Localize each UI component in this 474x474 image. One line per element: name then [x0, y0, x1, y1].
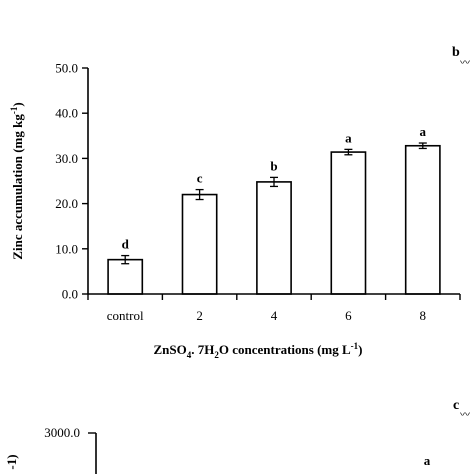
panel-b-label: b: [452, 45, 460, 60]
significance-letter: a: [345, 130, 352, 145]
x-tick-label: control: [107, 308, 144, 323]
bar: [256, 181, 292, 295]
panel-c-chart: c 〰 3000.0 -1) a: [4, 398, 470, 474]
x-axis-ticks: control 2 4 6 8: [87, 294, 461, 323]
panel-c-underline-mark: 〰: [460, 410, 470, 421]
significance-letter: c: [197, 171, 203, 186]
y-tick-label: 40.0: [55, 106, 78, 121]
panel-b-chart: b 〰 0.0 10.0 20.0 30.0 40.0 50.0 d c b a a contro…: [9, 45, 470, 360]
bar: [181, 193, 218, 295]
panel-b-underline-mark: 〰: [460, 58, 470, 69]
y-tick-label: 0.0: [62, 287, 78, 302]
bar: [330, 151, 367, 295]
y-axis-ticks: 0.0 10.0 20.0 30.0 40.0 50.0: [55, 61, 88, 302]
bar: [404, 144, 441, 295]
y-tick-label: 30.0: [55, 151, 78, 166]
x-tick-label: 8: [420, 308, 427, 323]
y-axis-label: Zinc accumulation (mg kg-1): [9, 102, 25, 259]
x-tick-label: 6: [345, 308, 352, 323]
y-tick-label: 20.0: [55, 196, 78, 211]
y-tick-label: 10.0: [55, 241, 78, 256]
panel-c-label: c: [453, 398, 459, 413]
bars: d c b a a: [107, 124, 441, 295]
bar: [107, 258, 144, 295]
panel-c-ytick-label: 3000.0: [44, 425, 80, 440]
significance-letter: b: [270, 158, 277, 173]
significance-letter: d: [122, 237, 130, 252]
y-tick-label: 50.0: [55, 61, 78, 76]
significance-letter: a: [420, 124, 427, 139]
x-tick-label: 4: [271, 308, 278, 323]
x-tick-label: 2: [196, 308, 203, 323]
panel-c-significance-letter: a: [424, 453, 431, 468]
panel-c-y-axis-label-fragment: -1): [4, 454, 19, 469]
x-axis-label: ZnSO4. 7H2O concentrations (mg L-1): [153, 341, 362, 360]
